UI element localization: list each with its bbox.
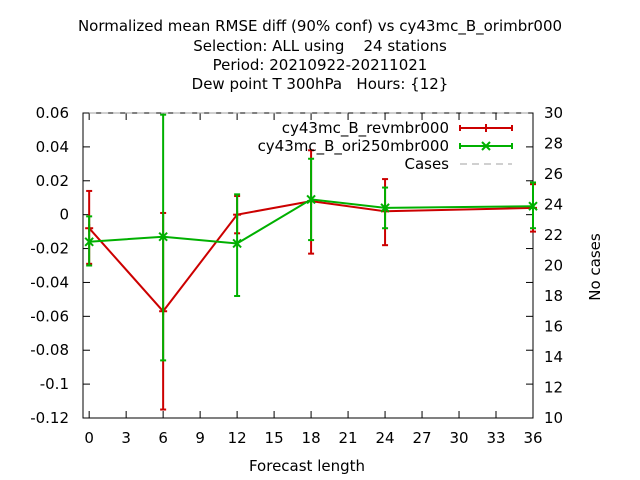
x-tick-label: 27 [412,429,431,447]
y2-tick-label: 26 [544,165,563,183]
data-point-ori250mbr000-stroke-b [528,201,538,211]
x-tick-label: 0 [84,429,94,447]
y-tick-label: -0.08 [30,341,69,359]
title-line-4: Dew point T 300hPa Hours: {12} [191,75,449,93]
series-line-ori250mbr000 [89,198,534,245]
y2-tick-label: 10 [544,409,563,427]
y-tick-label: 0.06 [36,104,69,122]
x-tick-label: 36 [523,429,542,447]
data-point-ori250mbr000 [306,194,316,205]
data-point-ori250mbr000-stroke-b [306,194,316,205]
legend-marker-revmbr000 [482,124,490,132]
y2-tick-label: 20 [544,257,563,275]
y2-tick-label: 22 [544,226,563,244]
x-tick-label: 18 [302,429,321,447]
x-tick-label: 6 [158,429,168,447]
legend-label-revmbr000: cy43mc_B_revmbr000 [282,119,449,138]
data-point-ori250mbr000-stroke-b [380,203,390,213]
x-tick-label: 3 [121,429,131,447]
y2-tick-label: 30 [544,104,563,122]
legend-label-ori250mbr000: cy43mc_B_ori250mbr000 [258,137,449,156]
data-point-ori250mbr000 [380,203,390,213]
title-line-1: Normalized mean RMSE diff (90% conf) vs … [77,17,563,35]
x-tick-label: 15 [265,429,284,447]
data-point-ori250mbr000-stroke-b [158,231,168,242]
y2-axis-label: No cases [586,233,604,301]
y2-tick-label: 12 [544,379,563,397]
y2-tick-label: 18 [544,287,563,305]
x-axis-label: Forecast length [249,457,365,475]
data-point-ori250mbr000 [84,237,94,247]
plot-frame [82,112,534,419]
data-point-ori250mbr000 [232,238,242,249]
legend-marker-ori250mbr000 [481,141,491,151]
data-point-ori250mbr000-stroke-b [232,238,242,249]
title-line-3: Period: 20210922-20211021 [212,56,428,74]
data-point-ori250mbr000 [158,231,168,242]
y-tick-label: 0.04 [36,138,69,156]
y2-tick-label: 24 [544,196,563,214]
y-tick-label: -0.04 [30,273,69,291]
data-point-ori250mbr000-stroke-b [84,237,94,247]
x-tick-label: 21 [339,429,358,447]
y-tick-label: -0.06 [30,307,69,325]
y2-tick-label: 28 [544,135,563,153]
x-tick-label: 30 [449,429,468,447]
series-line-revmbr000 [88,200,534,313]
y-tick-label: -0.12 [30,409,69,427]
y-tick-label: -0.02 [30,240,69,258]
legend-marker-ori250mbr000-stroke-b [481,141,491,151]
title-line-2: Selection: ALL using 24 stations [193,37,447,55]
legend-label-cases: Cases [404,155,449,173]
x-tick-label: 12 [228,429,247,447]
y-tick-label: -0.1 [40,375,69,393]
y2-tick-label: 16 [544,318,563,336]
x-tick-label: 24 [376,429,395,447]
y-tick-label: 0.02 [36,172,69,190]
x-tick-label: 9 [195,429,205,447]
x-tick-label: 33 [486,429,505,447]
y-tick-label: 0 [59,206,69,224]
data-point-ori250mbr000 [528,201,538,211]
y2-tick-label: 14 [544,348,563,366]
